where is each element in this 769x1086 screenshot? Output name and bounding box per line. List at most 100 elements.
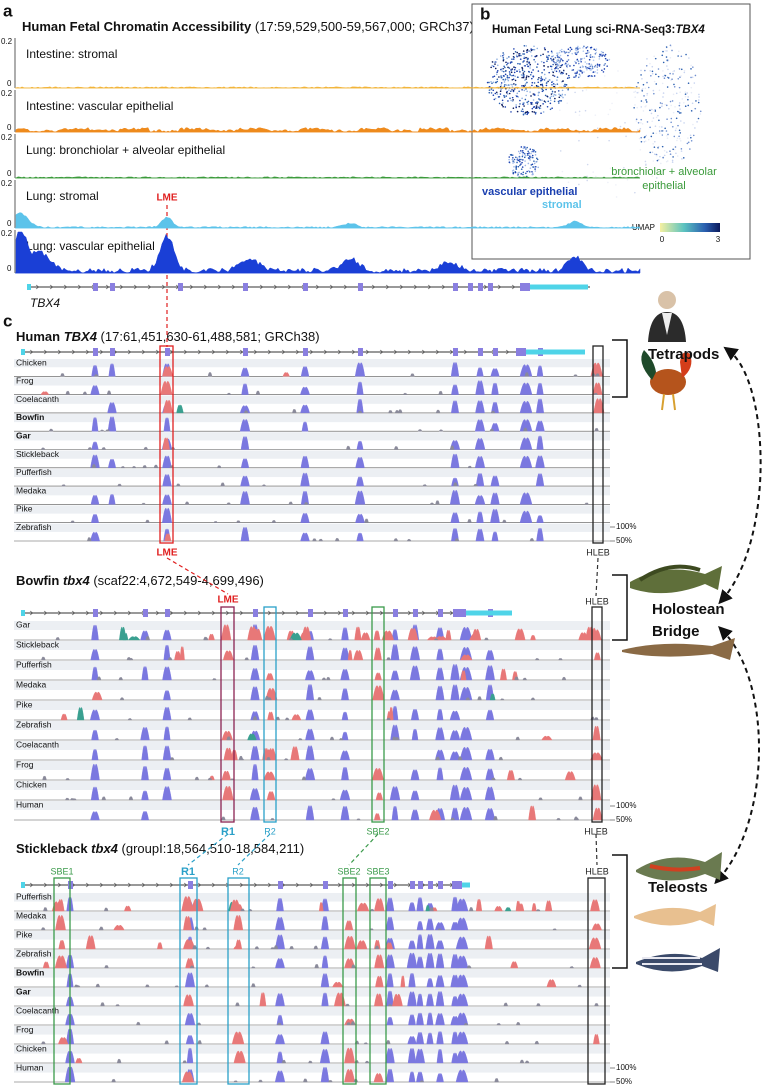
cell bbox=[611, 102, 613, 105]
cell bbox=[576, 48, 579, 51]
conservation-peak bbox=[163, 726, 171, 741]
human-icon bbox=[662, 313, 672, 335]
cell bbox=[505, 84, 508, 86]
conservation-peak bbox=[305, 745, 315, 761]
cell bbox=[564, 85, 566, 88]
cell bbox=[513, 48, 515, 50]
cell bbox=[506, 75, 509, 77]
cell bbox=[524, 65, 526, 67]
cell bbox=[554, 56, 557, 59]
conservation-peak bbox=[202, 927, 207, 931]
cell bbox=[515, 156, 517, 159]
cell bbox=[553, 100, 556, 103]
cell bbox=[531, 77, 533, 80]
cell bbox=[534, 55, 536, 58]
cell bbox=[574, 60, 576, 63]
cell bbox=[524, 154, 527, 157]
conservation-peak bbox=[373, 1073, 384, 1083]
conservation-peak bbox=[449, 445, 455, 450]
conservation-peak bbox=[91, 365, 99, 377]
cell bbox=[488, 85, 491, 88]
cell bbox=[526, 90, 528, 93]
cell bbox=[502, 54, 504, 57]
cell bbox=[569, 46, 572, 49]
conservation-peak bbox=[274, 1070, 286, 1083]
conservation-peak bbox=[506, 770, 515, 781]
cell bbox=[550, 95, 553, 98]
rooster-icon bbox=[650, 369, 686, 395]
cell bbox=[518, 159, 521, 161]
cell bbox=[667, 133, 669, 136]
cell bbox=[642, 83, 645, 86]
exon bbox=[493, 348, 498, 356]
conservation-peak bbox=[485, 709, 495, 721]
conservation-peak bbox=[517, 777, 523, 781]
region-label: HLEB bbox=[585, 866, 609, 876]
cell bbox=[645, 99, 647, 101]
conservation-peak bbox=[434, 922, 446, 931]
conservation-peak bbox=[476, 367, 484, 377]
conservation-peak bbox=[167, 657, 173, 661]
cell bbox=[640, 118, 643, 121]
conservation-peak bbox=[140, 727, 150, 741]
cell bbox=[553, 75, 556, 77]
cell bbox=[596, 72, 599, 74]
cell bbox=[647, 138, 650, 141]
cell bbox=[537, 166, 540, 169]
conservation-peak bbox=[535, 909, 541, 912]
cell bbox=[669, 150, 671, 153]
conservation-peak bbox=[87, 447, 93, 450]
conservation-peak bbox=[455, 993, 469, 1007]
conservation-peak bbox=[449, 751, 461, 761]
cell bbox=[522, 113, 525, 116]
cell bbox=[680, 148, 683, 150]
cell bbox=[553, 69, 556, 72]
conservation-peak bbox=[163, 690, 171, 701]
cell bbox=[559, 72, 562, 75]
cell bbox=[662, 70, 664, 72]
row-band bbox=[14, 1064, 610, 1073]
conservation-peak bbox=[455, 974, 469, 988]
cell bbox=[516, 161, 518, 164]
conservation-peak bbox=[449, 784, 461, 801]
conservation-peak bbox=[408, 973, 416, 988]
cell bbox=[542, 53, 544, 56]
cell bbox=[609, 108, 611, 111]
connectors bbox=[166, 205, 599, 866]
cell bbox=[529, 64, 531, 67]
exon bbox=[165, 348, 170, 356]
conservation-peak bbox=[276, 897, 284, 912]
conservation-peak bbox=[266, 791, 276, 801]
conservation-peak bbox=[164, 1040, 169, 1045]
cell bbox=[591, 65, 594, 68]
cell bbox=[594, 49, 597, 52]
cell bbox=[534, 168, 536, 170]
conservation-peak bbox=[270, 947, 275, 950]
cell bbox=[554, 91, 556, 93]
cell bbox=[523, 73, 525, 76]
exon bbox=[253, 609, 258, 617]
conservation-peak bbox=[467, 518, 472, 523]
conservation-peak bbox=[356, 398, 364, 414]
cell bbox=[557, 100, 560, 103]
conservation-peak bbox=[297, 738, 303, 741]
coverage bbox=[15, 212, 641, 229]
panel-letter: a bbox=[3, 1, 13, 20]
cell bbox=[640, 140, 643, 143]
cell bbox=[673, 83, 675, 86]
conservation-peak bbox=[460, 670, 467, 681]
cell bbox=[559, 150, 562, 152]
conservation-peak bbox=[301, 626, 312, 641]
cell bbox=[512, 156, 514, 159]
conservation-peak bbox=[494, 906, 503, 912]
cell bbox=[669, 45, 672, 48]
cell bbox=[617, 70, 619, 72]
conservation-peak bbox=[162, 745, 172, 761]
conservation-peak bbox=[364, 1060, 370, 1064]
region-box bbox=[227, 877, 250, 1085]
conservation-peak bbox=[375, 975, 384, 988]
cell bbox=[534, 170, 537, 172]
strand-arrow bbox=[393, 882, 398, 888]
conservation-peak bbox=[187, 717, 193, 721]
cell bbox=[660, 162, 662, 165]
